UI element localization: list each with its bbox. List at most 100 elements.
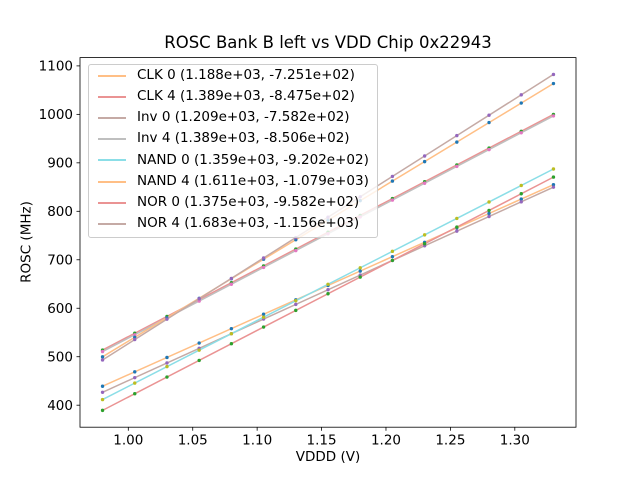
data-point [197,358,201,363]
data-point [294,248,298,253]
data-point [455,229,459,233]
data-point [165,361,169,365]
data-point [519,200,523,204]
data-point [326,282,330,287]
data-point [326,292,330,296]
data-point [487,208,491,213]
data-point [100,349,105,354]
data-point [487,120,491,125]
y-tick-label: 900 [47,156,73,172]
data-point [390,174,395,179]
data-point [294,308,298,313]
data-point [261,312,266,316]
data-point [455,216,459,221]
data-point [197,299,201,303]
data-point [390,249,395,254]
data-point [358,266,362,270]
data-point [551,185,556,189]
legend-swatch [98,116,126,119]
data-point [229,282,234,286]
data-point [551,72,556,77]
data-point [261,325,266,329]
data-point [551,175,556,179]
legend-swatch [98,74,126,77]
legend-entry: CLK 4 (1.389e+03, -8.475e+02) [96,86,369,107]
data-point [100,355,105,359]
data-point [133,337,137,342]
data-point [133,370,137,374]
y-tick-label: 500 [47,349,73,365]
legend-entry-label: Inv 4 (1.389e+03, -8.506e+02) [137,130,350,147]
data-point [294,299,298,303]
chart-title: ROSC Bank B left vs VDD Chip 0x22943 [164,33,492,52]
data-point [100,390,105,395]
data-point [133,381,137,385]
data-point [326,288,330,292]
data-point [390,198,395,202]
legend-entry-label: NAND 0 (1.359e+03, -9.202e+02) [137,151,369,168]
data-point [519,183,523,188]
y-axis-label: ROSC (MHz) [18,201,35,283]
data-point [390,179,395,183]
y-tick-label: 1100 [39,59,73,75]
x-tick-label: 1.30 [500,433,530,449]
legend-swatch [98,95,126,98]
legend-entry: CLK 0 (1.188e+03, -7.251e+02) [96,65,369,86]
x-tick-label: 1.10 [242,433,272,449]
data-point [133,392,137,396]
data-point [133,375,137,380]
data-point [165,355,169,360]
data-point [551,81,556,86]
data-point [165,375,169,379]
data-point [197,348,201,352]
data-point [455,140,459,144]
data-point [551,182,556,187]
x-tick-label: 1.00 [113,433,143,449]
y-tick-label: 1000 [39,107,73,123]
data-point [487,214,491,219]
data-point [519,197,523,201]
data-point [358,269,362,273]
data-point [197,341,201,345]
data-point [229,276,234,281]
data-point [487,147,491,152]
data-point [519,192,523,196]
legend-swatch [98,180,126,183]
legend-swatch [98,159,126,162]
legend-entry: NOR 4 (1.683e+03, -1.156e+03) [96,213,369,234]
legend-entry-label: NAND 4 (1.611e+03, -1.079e+03) [137,172,369,189]
data-point [390,254,395,259]
legend-entry: Inv 4 (1.389e+03, -8.506e+02) [96,129,369,150]
x-axis-label: VDDD (V) [295,449,361,465]
data-point [261,265,266,270]
data-point [455,164,459,169]
legend: CLK 0 (1.188e+03, -7.251e+02) CLK 4 (1.38… [88,64,378,238]
data-point [519,131,523,135]
legend-entry: NAND 4 (1.611e+03, -1.079e+03) [96,171,369,192]
legend-entry-label: NOR 4 (1.683e+03, -1.156e+03) [137,215,360,232]
data-point [487,211,491,216]
legend-entry: NOR 0 (1.375e+03, -9.582e+02) [96,192,369,213]
data-point [551,167,556,171]
data-point [261,256,266,260]
data-point [294,302,298,307]
data-point [422,159,427,164]
data-point [165,364,169,369]
data-point [390,258,395,263]
axes-frame [79,57,577,428]
data-point [261,315,266,319]
data-point [197,297,201,301]
data-point [519,93,523,97]
data-point [229,342,234,346]
x-tick-label: 1.25 [435,433,465,449]
data-point [100,397,105,402]
y-tick-label: 600 [47,301,73,317]
data-point [455,225,459,229]
data-point [422,242,427,246]
x-tick-label: 1.20 [371,433,401,449]
data-point [455,133,459,138]
legend-entry-label: Inv 0 (1.209e+03, -7.582e+02) [137,109,350,126]
x-tick-label: 1.15 [307,433,337,449]
